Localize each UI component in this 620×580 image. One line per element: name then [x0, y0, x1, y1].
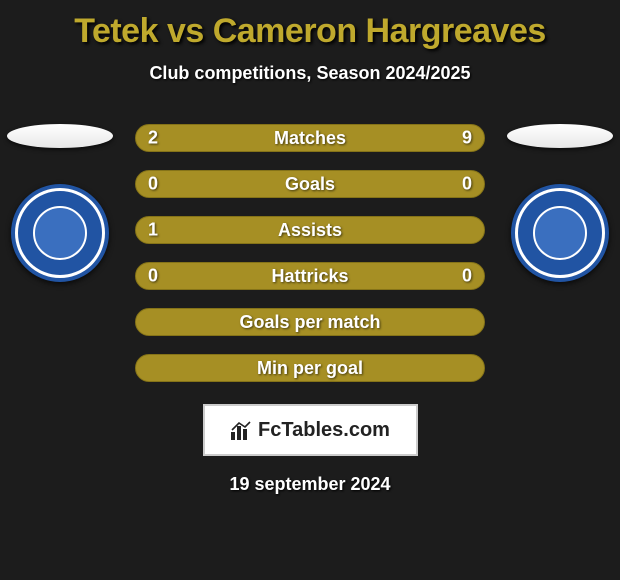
player-left-avatar — [7, 124, 113, 148]
stat-right-value: 0 — [462, 266, 472, 287]
player-left-column — [0, 124, 120, 282]
stat-left-value: 0 — [148, 266, 158, 287]
stat-label: Assists — [278, 220, 342, 241]
stat-left-value: 1 — [148, 220, 158, 241]
player-right-column — [500, 124, 620, 282]
stat-row-hattricks: 0 Hattricks 0 — [135, 262, 485, 290]
player-right-club-badge — [511, 184, 609, 282]
stat-left-value: 0 — [148, 174, 158, 195]
page-title: Tetek vs Cameron Hargreaves — [0, 0, 620, 51]
stat-label: Min per goal — [257, 358, 363, 379]
logo-text: FcTables.com — [258, 419, 390, 442]
stat-label: Matches — [274, 128, 346, 149]
stat-row-goals: 0 Goals 0 — [135, 170, 485, 198]
stat-label: Goals — [285, 174, 335, 195]
stat-right-value: 9 — [462, 128, 472, 149]
chart-icon — [230, 420, 252, 440]
generated-date: 19 september 2024 — [0, 474, 620, 495]
stat-row-matches: 2 Matches 9 — [135, 124, 485, 152]
stat-row-min-per-goal: Min per goal — [135, 354, 485, 382]
comparison-panel: 2 Matches 9 0 Goals 0 1 Assists 0 Hattri… — [0, 124, 620, 495]
fctables-logo[interactable]: FcTables.com — [203, 404, 418, 456]
subtitle: Club competitions, Season 2024/2025 — [0, 63, 620, 84]
stat-row-goals-per-match: Goals per match — [135, 308, 485, 336]
stat-label: Goals per match — [239, 312, 380, 333]
stat-label: Hattricks — [271, 266, 348, 287]
stat-left-value: 2 — [148, 128, 158, 149]
stat-bars: 2 Matches 9 0 Goals 0 1 Assists 0 Hattri… — [135, 124, 485, 382]
player-right-avatar — [507, 124, 613, 148]
stat-right-value: 0 — [462, 174, 472, 195]
player-left-club-badge — [11, 184, 109, 282]
stat-row-assists: 1 Assists — [135, 216, 485, 244]
